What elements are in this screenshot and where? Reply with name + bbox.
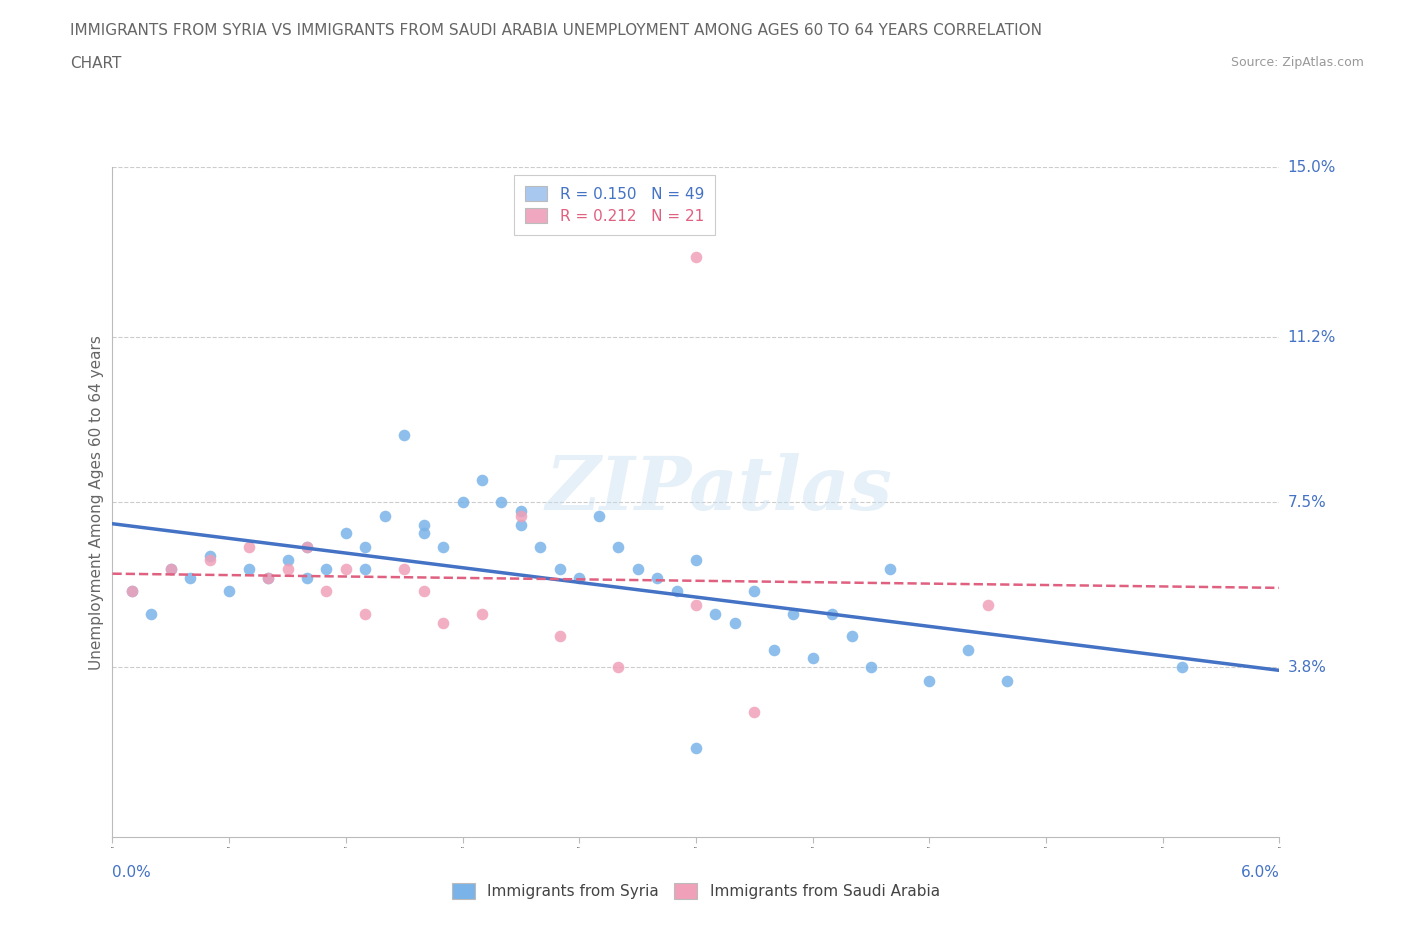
Point [607, 660, 630, 675]
Point [257, 571, 280, 586]
Text: 11.2%: 11.2% [1288, 329, 1336, 344]
Point [607, 539, 630, 554]
Point [121, 584, 143, 599]
Point [801, 651, 824, 666]
Point [374, 508, 396, 523]
Text: 0.0%: 0.0% [112, 865, 152, 880]
Point [588, 508, 610, 523]
Point [704, 606, 727, 621]
Point [568, 571, 591, 586]
Point [1171, 660, 1194, 675]
Point [354, 539, 377, 554]
Point [548, 629, 571, 644]
Point [432, 539, 454, 554]
Point [179, 571, 201, 586]
Point [198, 549, 221, 564]
Point [509, 504, 531, 519]
Point [141, 606, 163, 621]
Point [627, 562, 650, 577]
Point [238, 562, 260, 577]
Point [432, 616, 454, 631]
Point [257, 571, 280, 586]
Point [335, 526, 357, 541]
Point [238, 539, 260, 554]
Point [276, 552, 298, 567]
Point [529, 539, 551, 554]
Point [295, 539, 318, 554]
Point [121, 584, 143, 599]
Text: IMMIGRANTS FROM SYRIA VS IMMIGRANTS FROM SAUDI ARABIA UNEMPLOYMENT AMONG AGES 60: IMMIGRANTS FROM SYRIA VS IMMIGRANTS FROM… [70, 23, 1042, 38]
Point [509, 508, 531, 523]
Point [218, 584, 240, 599]
Point [491, 495, 513, 510]
Text: 6.0%: 6.0% [1240, 865, 1279, 880]
Text: 15.0%: 15.0% [1288, 160, 1336, 175]
Point [412, 517, 434, 532]
Point [841, 629, 863, 644]
Point [198, 552, 221, 567]
Point [685, 552, 707, 567]
Point [471, 606, 494, 621]
Point [685, 249, 707, 264]
Point [918, 673, 941, 688]
Point [354, 562, 377, 577]
Point [315, 584, 337, 599]
Y-axis label: Unemployment Among Ages 60 to 64 years: Unemployment Among Ages 60 to 64 years [89, 335, 104, 670]
Point [762, 642, 785, 657]
Point [821, 606, 844, 621]
Point [160, 562, 183, 577]
Text: 3.8%: 3.8% [1288, 660, 1327, 675]
Point [412, 584, 434, 599]
Point [160, 562, 183, 577]
Text: CHART: CHART [70, 56, 122, 71]
Text: ZIPatlas: ZIPatlas [546, 453, 893, 525]
Text: 7.5%: 7.5% [1288, 495, 1326, 510]
Point [354, 606, 377, 621]
Point [879, 562, 901, 577]
Point [645, 571, 668, 586]
Point [742, 705, 765, 720]
Point [724, 616, 747, 631]
Point [392, 428, 416, 443]
Point [685, 597, 707, 612]
Point [995, 673, 1018, 688]
Point [665, 584, 688, 599]
Point [976, 597, 998, 612]
Point [957, 642, 980, 657]
Point [295, 539, 318, 554]
Text: Source: ZipAtlas.com: Source: ZipAtlas.com [1230, 56, 1364, 69]
Point [335, 562, 357, 577]
Point [509, 517, 531, 532]
Point [276, 562, 298, 577]
Point [315, 562, 337, 577]
Point [471, 472, 494, 487]
Point [295, 571, 318, 586]
Point [742, 584, 765, 599]
Point [392, 562, 416, 577]
Point [548, 562, 571, 577]
Point [412, 526, 434, 541]
Point [859, 660, 883, 675]
Legend: Immigrants from Syria, Immigrants from Saudi Arabia: Immigrants from Syria, Immigrants from S… [441, 872, 950, 910]
Point [451, 495, 474, 510]
Point [685, 740, 707, 755]
Point [782, 606, 804, 621]
